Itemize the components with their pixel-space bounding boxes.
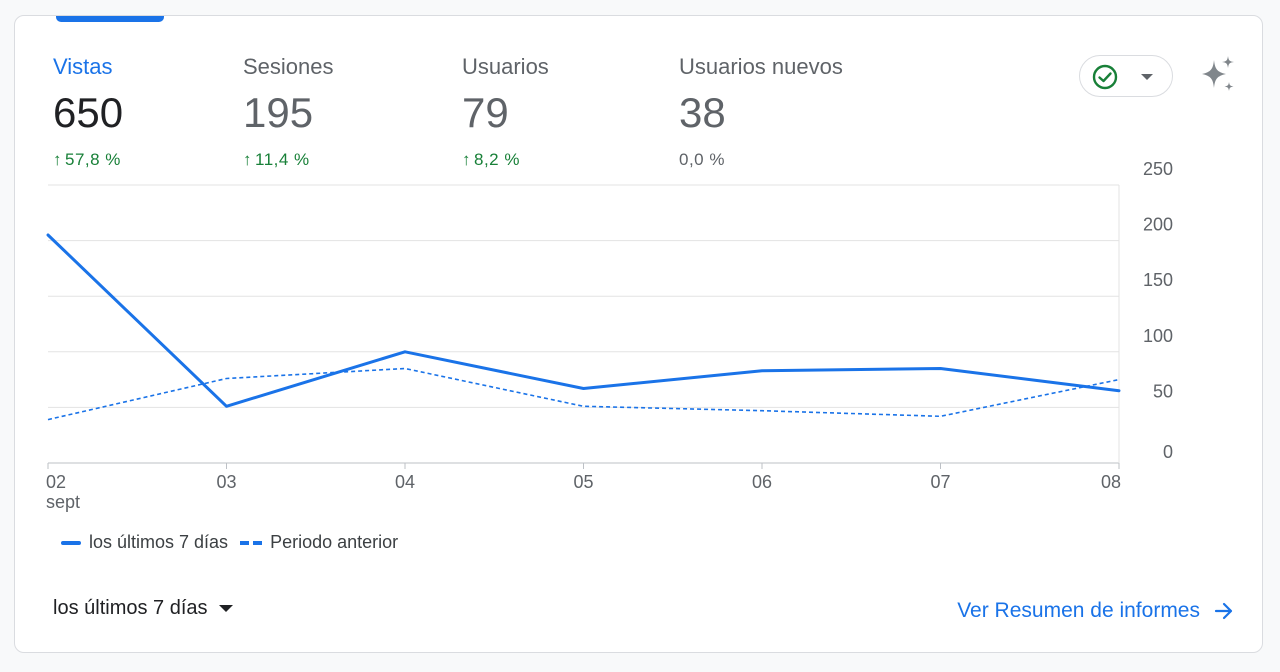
line-chart: 0 50 100 150 200 250 02 03 04 05 06 07 08 sept	[46, 159, 1173, 512]
view-reports-link[interactable]: Ver Resumen de informes	[957, 599, 1234, 623]
legend-swatch-dashed	[240, 540, 263, 545]
caret-down-icon	[1141, 74, 1153, 80]
metric-value: 79	[462, 89, 509, 136]
metric-value: 650	[53, 89, 124, 136]
metric-delta: ↑ 11,4 %	[243, 150, 310, 169]
y-tick-label: 200	[1143, 215, 1173, 235]
analytics-card: Vistas 650 ↑ 57,8 % Sesiones 195 ↑ 11,4 % …	[14, 15, 1263, 653]
x-tick-label: 08	[1101, 472, 1121, 492]
arrow-up-icon: ↑	[53, 150, 62, 169]
legend-swatch-solid	[61, 540, 81, 545]
sparkle-icon[interactable]	[1199, 56, 1237, 94]
series-line-current	[46, 233, 1121, 408]
metric-label: Usuarios	[462, 54, 549, 79]
series-line-previous	[47, 367, 1120, 421]
chart-grid	[47, 184, 1120, 469]
status-dropdown[interactable]	[1079, 55, 1173, 97]
legend-label: los últimos 7 días	[89, 532, 229, 552]
x-tick-label: 05	[573, 472, 593, 492]
arrow-up-icon: ↑	[243, 150, 252, 169]
y-tick-label: 0	[1163, 442, 1173, 462]
y-tick-label: 100	[1143, 326, 1173, 346]
legend-item-previous: Periodo anterior	[240, 532, 398, 553]
arrow-up-icon: ↑	[462, 150, 471, 169]
chart-legend: los últimos 7 días Periodo anterior	[61, 532, 410, 553]
y-tick-label: 150	[1143, 270, 1173, 290]
metric-tab-vistas[interactable]: Vistas 650 ↑ 57,8 %	[53, 54, 123, 170]
metric-tab-sesiones[interactable]: Sesiones 195 ↑ 11,4 %	[243, 54, 334, 170]
metric-delta: ↑ 8,2 %	[462, 150, 520, 169]
x-tick-label: 04	[395, 472, 415, 492]
metric-tab-usuarios[interactable]: Usuarios 79 ↑ 8,2 %	[462, 54, 549, 170]
metric-label: Vistas	[53, 54, 113, 79]
arrow-right-icon	[1214, 602, 1233, 620]
date-range-label: los últimos 7 días	[53, 597, 208, 619]
metric-value: 38	[679, 89, 726, 136]
metric-value: 195	[243, 89, 314, 136]
active-tab-indicator	[56, 16, 164, 22]
y-tick-label: 50	[1153, 381, 1173, 401]
x-tick-sublabel: sept	[46, 492, 80, 512]
metric-label: Usuarios nuevos	[679, 54, 843, 79]
chart-series	[46, 233, 1121, 421]
chart-labels: 0 50 100 150 200 250 02 03 04 05 06 07 08 sept	[46, 159, 1173, 512]
metric-delta: ↑ 57,8 %	[53, 150, 121, 169]
x-tick-label: 03	[216, 472, 236, 492]
legend-label: Periodo anterior	[270, 532, 399, 552]
date-range-dropdown[interactable]: los últimos 7 días	[53, 597, 234, 620]
x-tick-label: 07	[930, 472, 950, 492]
x-tick-label: 06	[752, 472, 772, 492]
metric-delta: 0,0 %	[679, 150, 725, 169]
metric-tab-usuarios-nuevos[interactable]: Usuarios nuevos 38 0,0 %	[679, 54, 843, 170]
x-tick-label: 02	[46, 472, 66, 492]
view-reports-label: Ver Resumen de informes	[957, 599, 1200, 622]
check-circle-icon	[1092, 64, 1118, 90]
caret-down-icon	[218, 605, 233, 612]
y-tick-label: 250	[1143, 159, 1173, 179]
legend-item-current: los últimos 7 días	[61, 532, 228, 553]
metric-label: Sesiones	[243, 54, 334, 79]
